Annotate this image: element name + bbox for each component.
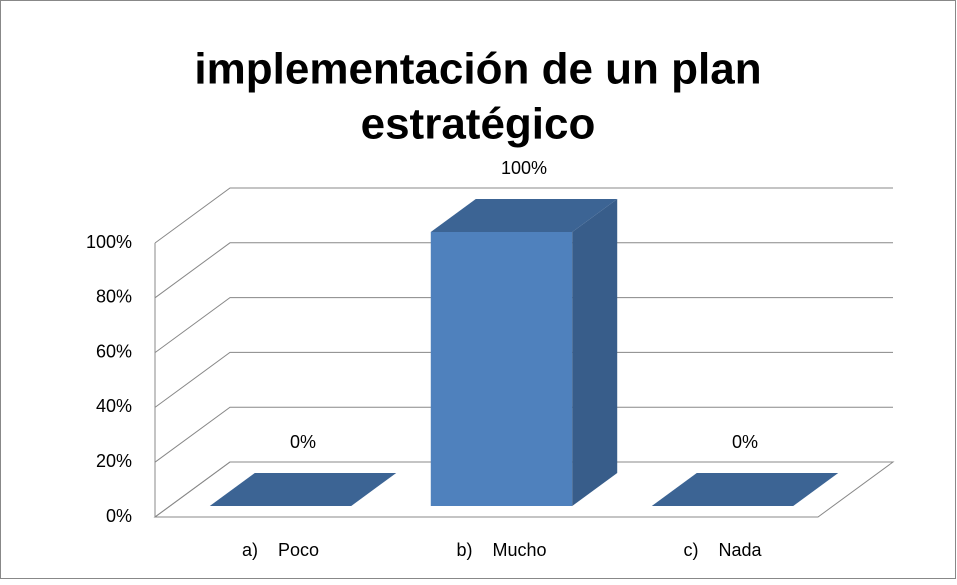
bar-top	[651, 473, 839, 506]
chart-title: implementación de un plan	[194, 45, 761, 94]
bar-side	[572, 199, 618, 506]
grid-line	[154, 406, 893, 463]
y-tick-label: 40%	[96, 396, 132, 416]
bar	[430, 232, 573, 506]
y-tick-label: 20%	[96, 451, 132, 471]
value-label: 100%	[501, 158, 547, 178]
x-tick-label: b) Mucho	[456, 540, 546, 560]
y-tick-label: 100%	[86, 232, 132, 252]
value-label: 0%	[732, 432, 758, 452]
chart-title: estratégico	[361, 100, 596, 149]
x-tick-label: a) Poco	[242, 540, 319, 560]
bar-top	[209, 473, 397, 506]
y-tick-label: 0%	[106, 506, 132, 526]
grid-line	[154, 242, 893, 299]
value-label: 0%	[290, 432, 316, 452]
x-tick-label: c) Nada	[683, 540, 762, 560]
bar-top	[430, 199, 618, 232]
grid-line	[154, 351, 893, 408]
y-tick-label: 80%	[96, 287, 132, 307]
grid-line	[154, 187, 893, 244]
grid-line	[154, 297, 893, 354]
grid-line	[154, 461, 893, 518]
y-tick-label: 60%	[96, 341, 132, 361]
